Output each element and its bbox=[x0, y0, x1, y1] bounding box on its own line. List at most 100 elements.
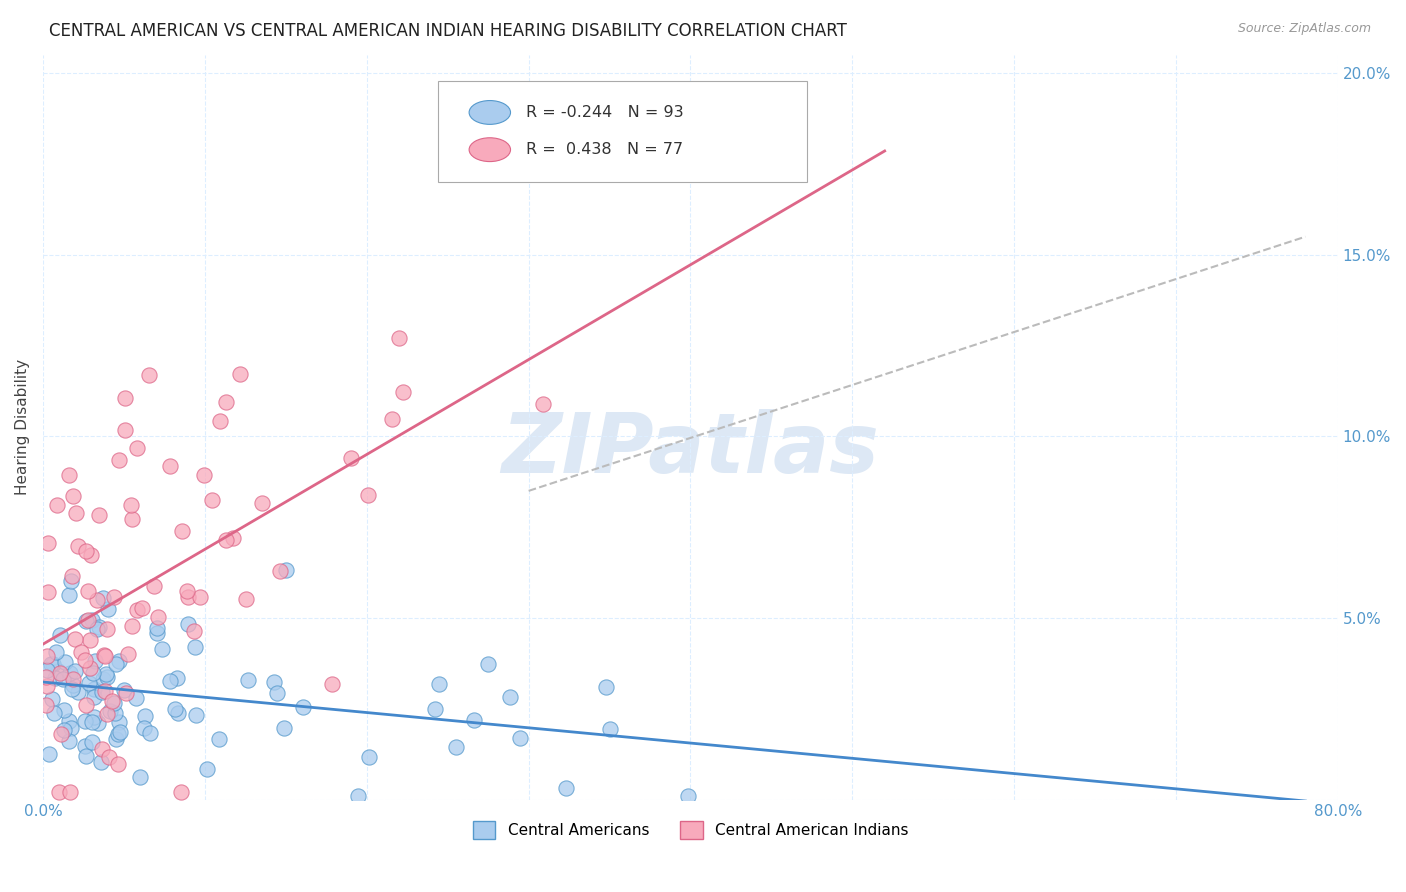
Point bbox=[128, 770, 150, 784]
Point bbox=[98, 705, 121, 719]
Point bbox=[48, 785, 70, 799]
Point bbox=[83, 690, 105, 705]
Point bbox=[105, 657, 128, 671]
Point bbox=[107, 453, 129, 467]
Point bbox=[87, 715, 110, 730]
Point bbox=[96, 623, 118, 637]
Point bbox=[347, 789, 370, 803]
Point bbox=[39, 657, 62, 671]
Point bbox=[263, 675, 285, 690]
Point bbox=[80, 548, 103, 562]
Point bbox=[509, 731, 531, 746]
Point bbox=[62, 678, 84, 692]
Point bbox=[201, 492, 224, 507]
Point bbox=[45, 499, 67, 513]
Point bbox=[208, 415, 231, 429]
Text: CENTRAL AMERICAN VS CENTRAL AMERICAN INDIAN HEARING DISABILITY CORRELATION CHART: CENTRAL AMERICAN VS CENTRAL AMERICAN IND… bbox=[49, 22, 846, 40]
Point bbox=[75, 698, 97, 712]
Point bbox=[165, 702, 187, 716]
Point bbox=[59, 666, 82, 681]
Point bbox=[86, 592, 108, 607]
Point bbox=[120, 498, 142, 512]
Point bbox=[108, 725, 131, 739]
Point bbox=[291, 699, 314, 714]
Point bbox=[134, 709, 156, 723]
Point bbox=[531, 397, 554, 411]
Point bbox=[35, 670, 58, 684]
Point bbox=[94, 684, 117, 698]
Legend: Central Americans, Central American Indians: Central Americans, Central American Indi… bbox=[467, 814, 914, 846]
Point bbox=[221, 531, 243, 545]
Point bbox=[75, 714, 97, 729]
Point bbox=[87, 620, 110, 634]
Point bbox=[37, 679, 59, 693]
Point bbox=[235, 592, 257, 607]
Point bbox=[97, 602, 120, 616]
Point bbox=[139, 726, 162, 740]
Point bbox=[77, 676, 100, 690]
Point bbox=[67, 539, 90, 553]
Point bbox=[108, 654, 131, 668]
Point bbox=[103, 696, 125, 710]
Point bbox=[121, 512, 143, 526]
Point bbox=[477, 657, 499, 671]
Point bbox=[184, 640, 207, 654]
Point bbox=[170, 785, 193, 799]
Point bbox=[177, 616, 200, 631]
Point bbox=[214, 533, 236, 547]
Point bbox=[75, 615, 97, 629]
Point bbox=[48, 628, 70, 642]
Point bbox=[276, 563, 298, 577]
Point bbox=[58, 714, 80, 728]
Point bbox=[75, 544, 97, 558]
Point bbox=[58, 588, 80, 602]
Point bbox=[94, 649, 117, 664]
Point bbox=[554, 780, 576, 795]
Point bbox=[62, 489, 84, 503]
Point bbox=[46, 664, 69, 678]
Point bbox=[146, 610, 169, 624]
Point bbox=[75, 748, 97, 763]
Point bbox=[77, 613, 100, 627]
Point bbox=[83, 681, 105, 696]
Point bbox=[117, 648, 139, 662]
Point bbox=[79, 632, 101, 647]
Point bbox=[145, 621, 167, 635]
Point bbox=[96, 707, 118, 722]
Point bbox=[59, 721, 82, 735]
Point bbox=[82, 735, 104, 749]
Point bbox=[208, 731, 231, 746]
Point bbox=[58, 468, 80, 483]
Point bbox=[166, 671, 188, 685]
Point bbox=[186, 707, 208, 722]
Point bbox=[266, 686, 288, 700]
Point bbox=[91, 742, 114, 756]
Point bbox=[423, 702, 446, 716]
Text: R = -0.244   N = 93: R = -0.244 N = 93 bbox=[526, 105, 683, 120]
Point bbox=[125, 691, 148, 706]
Point bbox=[215, 394, 238, 409]
Point bbox=[392, 385, 415, 400]
Text: Source: ZipAtlas.com: Source: ZipAtlas.com bbox=[1237, 22, 1371, 36]
Point bbox=[176, 583, 198, 598]
Point bbox=[143, 579, 166, 593]
Point bbox=[37, 536, 59, 550]
Point bbox=[96, 670, 118, 684]
Point bbox=[75, 653, 97, 667]
Point bbox=[167, 706, 190, 721]
Point bbox=[252, 496, 274, 510]
Point bbox=[381, 412, 404, 426]
Point bbox=[131, 601, 153, 615]
Point bbox=[599, 723, 621, 737]
Point bbox=[35, 698, 58, 712]
Point bbox=[41, 692, 63, 706]
Point bbox=[134, 721, 156, 735]
Point bbox=[83, 654, 105, 668]
FancyBboxPatch shape bbox=[439, 81, 807, 182]
Point bbox=[53, 656, 76, 670]
Point bbox=[427, 677, 450, 691]
Point bbox=[37, 648, 59, 663]
Y-axis label: Hearing Disability: Hearing Disability bbox=[15, 359, 30, 495]
Point bbox=[58, 733, 80, 747]
Point bbox=[236, 673, 259, 688]
